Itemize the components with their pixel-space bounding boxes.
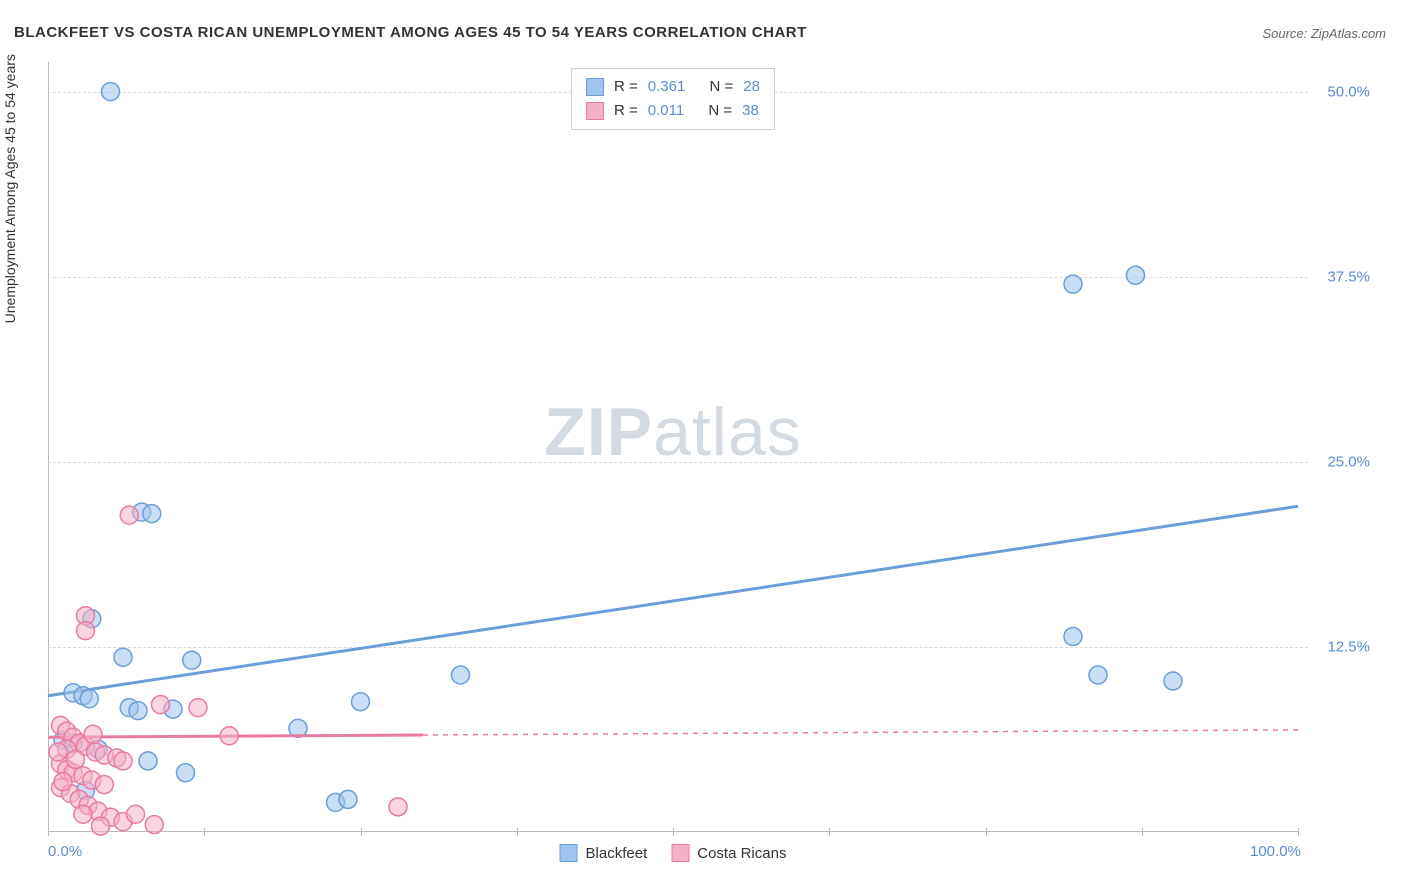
x-tick-label: 0.0% [48, 843, 82, 860]
data-point [114, 648, 132, 666]
stats-row-blackfeet: R = 0.361 N = 28 [586, 75, 760, 99]
y-tick-label: 50.0% [1327, 83, 1370, 100]
x-tick-label: 100.0% [1250, 843, 1301, 860]
plot-area: ZIPatlas 12.5%25.0%37.5%50.0% 0.0%100.0%… [48, 62, 1298, 832]
source-label: Source: ZipAtlas.com [1262, 26, 1386, 41]
data-point [143, 505, 161, 523]
chart-container: BLACKFEET VS COSTA RICAN UNEMPLOYMENT AM… [0, 0, 1406, 892]
scatter-svg [48, 62, 1298, 832]
data-point [49, 743, 67, 761]
data-point [1089, 666, 1107, 684]
data-point [114, 752, 132, 770]
y-tick-label: 12.5% [1327, 638, 1370, 655]
y-tick-label: 25.0% [1327, 453, 1370, 470]
data-point [139, 752, 157, 770]
y-tick-label: 37.5% [1327, 268, 1370, 285]
data-point [189, 699, 207, 717]
data-point [95, 776, 113, 794]
legend-item-blackfeet: Blackfeet [560, 844, 648, 862]
data-point [1064, 628, 1082, 646]
data-point [452, 666, 470, 684]
data-point [183, 651, 201, 669]
data-point [145, 816, 163, 834]
data-point [77, 622, 95, 640]
data-point [80, 690, 98, 708]
data-point [129, 702, 147, 720]
swatch-blackfeet [586, 78, 604, 96]
data-point [1127, 266, 1145, 284]
chart-title: BLACKFEET VS COSTA RICAN UNEMPLOYMENT AM… [14, 24, 807, 41]
data-point [152, 696, 170, 714]
swatch-blackfeet [560, 844, 578, 862]
data-point [120, 506, 138, 524]
data-point [1164, 672, 1182, 690]
swatch-costaricans [586, 102, 604, 120]
data-point [74, 805, 92, 823]
stats-legend: R = 0.361 N = 28 R = 0.011 N = 38 [571, 68, 775, 130]
data-point [220, 727, 238, 745]
data-point [92, 817, 110, 835]
data-point [84, 725, 102, 743]
data-point [67, 750, 85, 768]
data-point [127, 805, 145, 823]
data-point [389, 798, 407, 816]
legend-item-costaricans: Costa Ricans [671, 844, 786, 862]
data-point [1064, 275, 1082, 293]
y-axis-label: Unemployment Among Ages 45 to 54 years [2, 54, 18, 323]
stats-row-costaricans: R = 0.011 N = 38 [586, 99, 760, 123]
swatch-costaricans [671, 844, 689, 862]
data-point [177, 764, 195, 782]
bottom-legend: Blackfeet Costa Ricans [560, 844, 787, 862]
data-point [54, 773, 72, 791]
data-point [339, 790, 357, 808]
data-point [352, 693, 370, 711]
data-point [102, 83, 120, 101]
